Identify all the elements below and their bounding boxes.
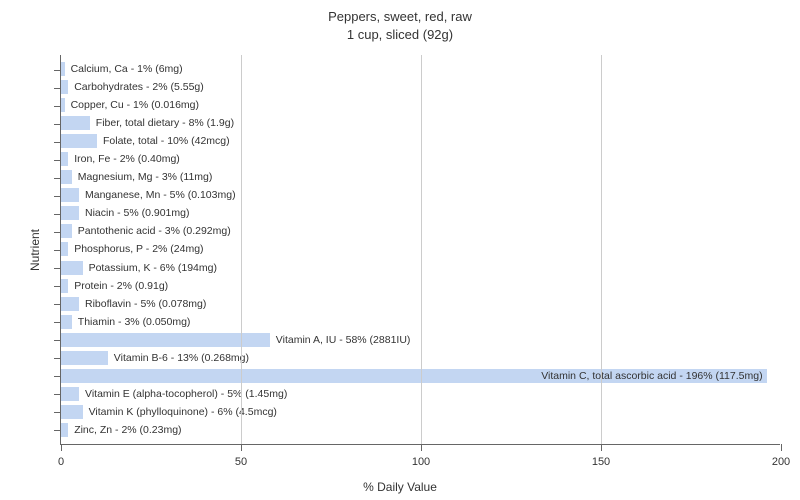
- y-tick: [54, 358, 61, 359]
- y-tick: [54, 286, 61, 287]
- bar-label: Magnesium, Mg - 3% (11mg): [72, 170, 213, 184]
- bar: Magnesium, Mg - 3% (11mg): [61, 170, 72, 184]
- y-tick: [54, 88, 61, 89]
- nutrient-chart: Peppers, sweet, red, raw 1 cup, sliced (…: [0, 0, 800, 500]
- y-tick: [54, 412, 61, 413]
- x-tick-label: 200: [772, 456, 790, 468]
- bar: Vitamin C, total ascorbic acid - 196% (1…: [61, 369, 767, 383]
- bar: Vitamin E (alpha-tocopherol) - 5% (1.45m…: [61, 387, 79, 401]
- bar: Carbohydrates - 2% (5.55g): [61, 80, 68, 94]
- bar-label: Pantothenic acid - 3% (0.292mg): [72, 224, 231, 238]
- bar-label: Protein - 2% (0.91g): [68, 279, 168, 293]
- bar-label: Vitamin B-6 - 13% (0.268mg): [108, 351, 249, 365]
- bar: Vitamin B-6 - 13% (0.268mg): [61, 351, 108, 365]
- y-tick: [54, 142, 61, 143]
- x-tick: [781, 444, 782, 451]
- y-tick: [54, 430, 61, 431]
- y-axis-label: Nutrient: [28, 229, 42, 271]
- bar-label: Potassium, K - 6% (194mg): [83, 261, 217, 275]
- bar: Vitamin K (phylloquinone) - 6% (4.5mcg): [61, 405, 83, 419]
- bar: Zinc, Zn - 2% (0.23mg): [61, 423, 68, 437]
- y-tick: [54, 160, 61, 161]
- bar: Iron, Fe - 2% (0.40mg): [61, 152, 68, 166]
- y-tick: [54, 214, 61, 215]
- y-tick: [54, 178, 61, 179]
- x-tick-label: 50: [235, 456, 247, 468]
- bar: Vitamin A, IU - 58% (2881IU): [61, 333, 270, 347]
- y-tick: [54, 304, 61, 305]
- y-tick: [54, 376, 61, 377]
- x-tick: [241, 444, 242, 451]
- bar-label: Manganese, Mn - 5% (0.103mg): [79, 188, 236, 202]
- bar: Riboflavin - 5% (0.078mg): [61, 297, 79, 311]
- plot-area: Calcium, Ca - 1% (6mg)Carbohydrates - 2%…: [60, 55, 780, 445]
- title-line-2: 1 cup, sliced (92g): [0, 26, 800, 44]
- x-tick: [601, 444, 602, 451]
- y-tick: [54, 70, 61, 71]
- bar-label: Thiamin - 3% (0.050mg): [72, 315, 191, 329]
- y-tick: [54, 106, 61, 107]
- bar: Calcium, Ca - 1% (6mg): [61, 62, 65, 76]
- x-tick-label: 0: [58, 456, 64, 468]
- x-tick: [61, 444, 62, 451]
- bar-label: Copper, Cu - 1% (0.016mg): [65, 98, 199, 112]
- bar-label: Carbohydrates - 2% (5.55g): [68, 80, 204, 94]
- bar-label: Vitamin A, IU - 58% (2881IU): [270, 333, 411, 347]
- gridline: [601, 55, 602, 444]
- bar: Pantothenic acid - 3% (0.292mg): [61, 224, 72, 238]
- bar-label: Niacin - 5% (0.901mg): [79, 206, 189, 220]
- title-line-1: Peppers, sweet, red, raw: [0, 8, 800, 26]
- gridline: [421, 55, 422, 444]
- y-tick: [54, 268, 61, 269]
- bar-label: Iron, Fe - 2% (0.40mg): [68, 152, 180, 166]
- y-tick: [54, 250, 61, 251]
- bar-label: Calcium, Ca - 1% (6mg): [65, 62, 183, 76]
- bar: Thiamin - 3% (0.050mg): [61, 315, 72, 329]
- y-tick: [54, 340, 61, 341]
- x-tick: [421, 444, 422, 451]
- gridline: [241, 55, 242, 444]
- bar: Phosphorus, P - 2% (24mg): [61, 242, 68, 256]
- y-tick: [54, 196, 61, 197]
- bar-label: Phosphorus, P - 2% (24mg): [68, 242, 203, 256]
- bar: Potassium, K - 6% (194mg): [61, 261, 83, 275]
- y-tick: [54, 394, 61, 395]
- y-tick: [54, 232, 61, 233]
- x-axis-label: % Daily Value: [363, 480, 437, 494]
- y-tick: [54, 322, 61, 323]
- bar-label: Riboflavin - 5% (0.078mg): [79, 297, 206, 311]
- bar-label: Folate, total - 10% (42mcg): [97, 134, 230, 148]
- chart-title: Peppers, sweet, red, raw 1 cup, sliced (…: [0, 0, 800, 44]
- bar-label: Vitamin K (phylloquinone) - 6% (4.5mcg): [83, 405, 277, 419]
- bar: Niacin - 5% (0.901mg): [61, 206, 79, 220]
- x-tick-label: 100: [412, 456, 430, 468]
- bar: Folate, total - 10% (42mcg): [61, 134, 97, 148]
- bar: Fiber, total dietary - 8% (1.9g): [61, 116, 90, 130]
- bar-label: Vitamin C, total ascorbic acid - 196% (1…: [541, 369, 762, 383]
- bar: Copper, Cu - 1% (0.016mg): [61, 98, 65, 112]
- y-tick: [54, 124, 61, 125]
- bar-label: Vitamin E (alpha-tocopherol) - 5% (1.45m…: [79, 387, 287, 401]
- x-tick-label: 150: [592, 456, 610, 468]
- bar-label: Zinc, Zn - 2% (0.23mg): [68, 423, 181, 437]
- bar-label: Fiber, total dietary - 8% (1.9g): [90, 116, 234, 130]
- bar: Protein - 2% (0.91g): [61, 279, 68, 293]
- bar: Manganese, Mn - 5% (0.103mg): [61, 188, 79, 202]
